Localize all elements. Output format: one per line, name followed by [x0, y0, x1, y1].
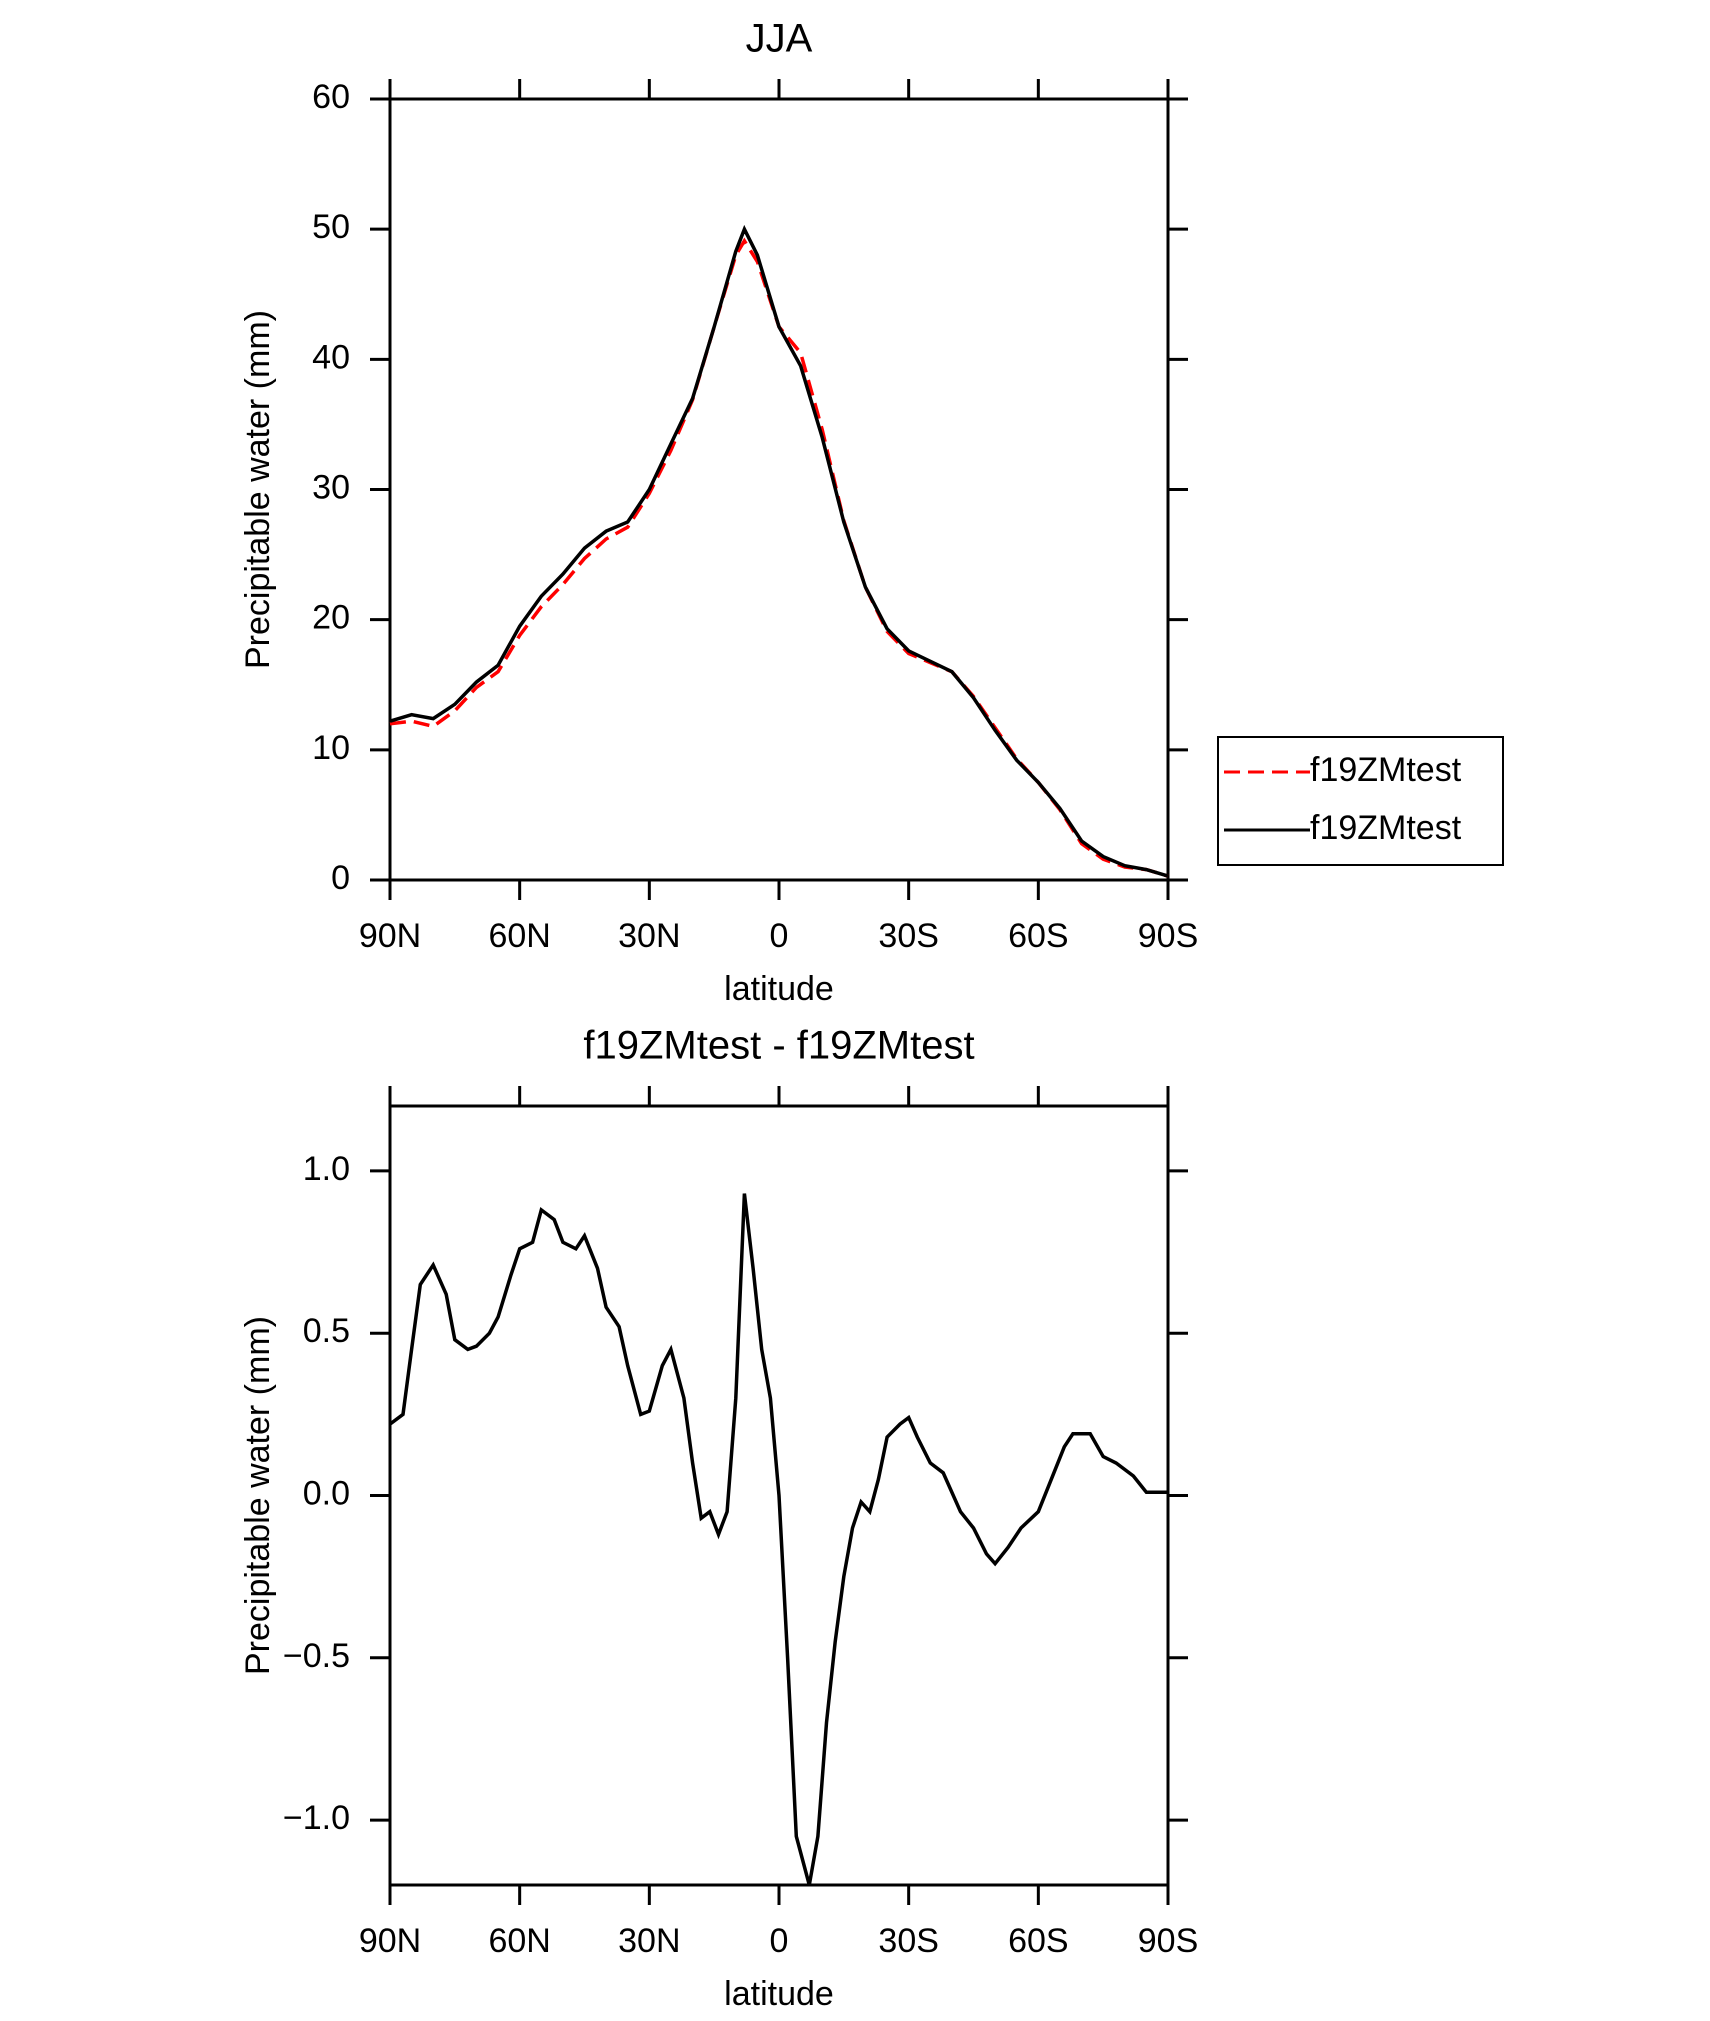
data-line	[389, 224, 1169, 878]
y-tick-label: 30	[312, 468, 350, 506]
x-tick-label: 90S	[1138, 917, 1199, 955]
x-tick-label: 30S	[878, 917, 939, 955]
x-tick-label: 30N	[618, 1922, 680, 1960]
y-tick-label: 10	[312, 729, 350, 767]
legend-label: f19ZMtest	[1310, 751, 1462, 789]
x-tick-label: 90S	[1138, 1922, 1199, 1960]
x-tick-label: 0	[770, 1922, 789, 1960]
y-tick-label: −1.0	[283, 1799, 350, 1837]
legend-label: f19ZMtest	[1310, 809, 1462, 847]
y-tick-label: 40	[312, 338, 350, 376]
y-tick-label: 50	[312, 208, 350, 246]
y-tick-label: 0.0	[303, 1474, 350, 1512]
y-tick-label: 20	[312, 599, 350, 637]
x-tick-label: 60N	[488, 917, 550, 955]
legend-box	[1217, 736, 1504, 866]
chart-title: JJA	[746, 17, 813, 61]
y-axis-label: Precipitable water (mm)	[239, 310, 277, 669]
x-tick-label: 60N	[488, 1922, 550, 1960]
x-tick-label: 30S	[878, 1922, 939, 1960]
y-tick-label: 1.0	[303, 1150, 350, 1188]
x-tick-label: 90N	[359, 917, 421, 955]
y-tick-label: 0.5	[303, 1312, 350, 1350]
data-line	[388, 1193, 1168, 1886]
chart-title: f19ZMtest - f19ZMtest	[583, 1024, 974, 1068]
x-tick-label: 0	[770, 917, 789, 955]
x-tick-label: 60S	[1008, 917, 1069, 955]
y-tick-label: 60	[312, 78, 350, 116]
y-tick-label: 0	[331, 859, 350, 897]
x-tick-label: 90N	[359, 1922, 421, 1960]
data-line	[389, 237, 1169, 878]
x-axis-label: latitude	[724, 1975, 834, 2013]
y-tick-label: −0.5	[283, 1637, 350, 1675]
x-axis-label: latitude	[724, 970, 834, 1008]
x-tick-label: 30N	[618, 917, 680, 955]
x-tick-label: 60S	[1008, 1922, 1069, 1960]
y-axis-label: Precipitable water (mm)	[239, 1316, 277, 1675]
plot-frame	[388, 97, 1170, 882]
